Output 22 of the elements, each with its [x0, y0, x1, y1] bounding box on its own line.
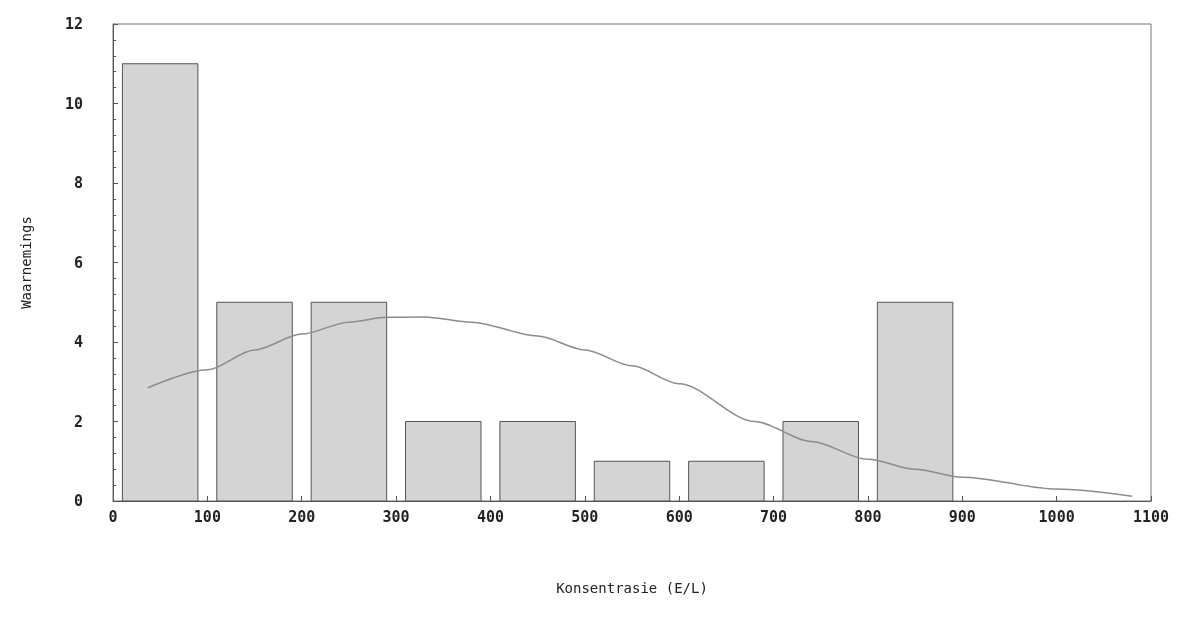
y-tick-label: 6 [73, 253, 83, 272]
y-tick-label: 0 [73, 492, 83, 510]
x-tick-label: 300 [382, 507, 410, 526]
x-tick-label: 1000 [1038, 507, 1075, 526]
x-tick-label: 500 [571, 507, 599, 526]
x-tick-label: 900 [948, 507, 976, 526]
y-tick-label: 2 [73, 412, 83, 431]
x-tick-label: 400 [476, 507, 504, 526]
x-tick-label: 600 [665, 507, 693, 526]
y-tick-label: 12 [64, 15, 83, 33]
x-tick-label: 700 [760, 507, 788, 526]
y-tick-label: 4 [73, 333, 83, 351]
line-series [147, 316, 1133, 497]
y-tick-label: 8 [73, 174, 83, 192]
y-tick-label: 10 [64, 94, 83, 113]
x-tick-label: 200 [288, 507, 316, 526]
x-tick-label: 1100 [1132, 507, 1170, 526]
x-tick-label: 800 [854, 507, 882, 526]
y-axis-title: Waarnemings [18, 216, 34, 309]
x-tick-label: 0 [108, 507, 118, 526]
x-axis-title: Konsentrasie (E/L) [556, 580, 708, 596]
x-tick-label: 100 [193, 507, 221, 526]
